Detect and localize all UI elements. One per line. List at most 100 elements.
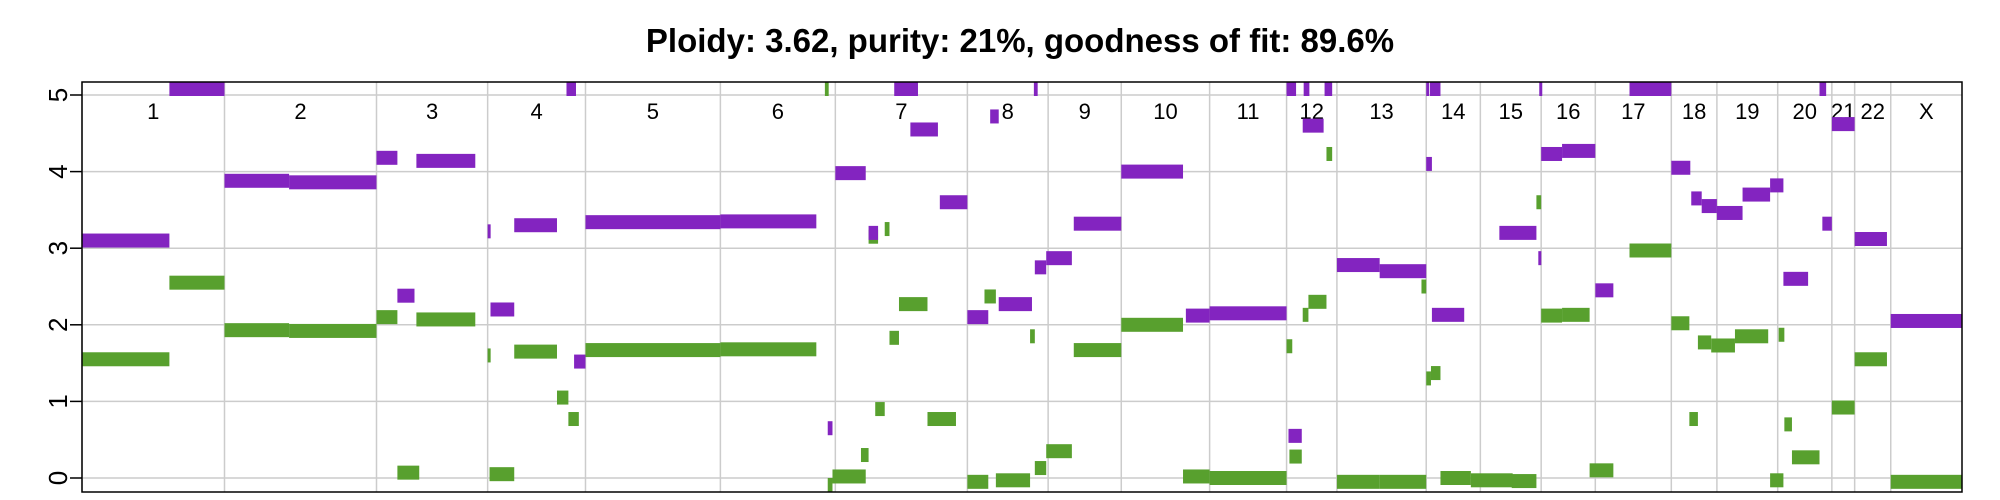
major-segment — [1499, 225, 1537, 240]
minor-segment — [824, 82, 829, 96]
grid — [81, 82, 1962, 492]
minor-segment — [1784, 417, 1792, 432]
y-tick-label: 0 — [43, 471, 73, 485]
major-segment — [514, 218, 557, 233]
chromosome-label: 5 — [647, 99, 659, 124]
minor-segment — [1770, 473, 1784, 488]
minor-segment — [995, 473, 1031, 488]
chromosome-label: 16 — [1556, 99, 1580, 124]
chromosome-label: 1 — [147, 99, 159, 124]
minor-segment — [1711, 338, 1735, 353]
minor-segment — [1209, 471, 1287, 485]
chromosome-label: 20 — [1793, 99, 1817, 124]
minor-segment — [1697, 335, 1712, 350]
major-segment — [1121, 164, 1184, 179]
major-segment — [1742, 187, 1771, 202]
minor-segment — [984, 289, 996, 304]
minor-segment — [1562, 307, 1590, 322]
major-segment — [1209, 306, 1287, 321]
major-segment — [1854, 232, 1887, 247]
major-segment — [416, 153, 476, 168]
minor-segment — [1511, 474, 1537, 489]
minor-segment — [1421, 279, 1427, 294]
major-segment — [1822, 216, 1832, 231]
minor-segment — [720, 342, 817, 357]
major-segment — [585, 215, 721, 230]
major-segment — [1691, 191, 1702, 206]
major-segment — [1541, 146, 1563, 161]
minor-segment — [1030, 329, 1035, 344]
chromosome-label: 19 — [1735, 99, 1759, 124]
minor-allele-series — [82, 82, 1962, 492]
minor-segment — [1541, 308, 1563, 323]
major-segment — [1671, 160, 1691, 175]
minor-segment — [1289, 449, 1302, 464]
chromosome-label: 10 — [1153, 99, 1177, 124]
minor-segment — [1302, 307, 1309, 322]
minor-segment — [927, 412, 956, 427]
minor-segment — [889, 330, 899, 345]
minor-segment — [82, 352, 170, 367]
minor-segment — [1326, 146, 1333, 161]
major-allele-series — [82, 82, 1962, 443]
minor-segment — [514, 344, 557, 359]
major-segment — [1629, 82, 1672, 96]
minor-segment — [1831, 400, 1855, 415]
major-segment — [169, 82, 225, 96]
minor-segment — [1440, 471, 1471, 485]
major-segment — [990, 109, 999, 124]
major-segment — [910, 122, 938, 137]
minor-segment — [169, 275, 225, 290]
major-segment — [1701, 199, 1717, 214]
minor-segment — [1034, 461, 1047, 476]
minor-segment — [832, 469, 866, 484]
major-segment — [1073, 216, 1122, 231]
minor-segment — [1791, 450, 1820, 465]
major-segment — [835, 166, 866, 181]
chromosome-label: 18 — [1682, 99, 1706, 124]
minor-segment — [568, 412, 579, 427]
major-segment — [1379, 264, 1427, 279]
major-segment — [82, 233, 170, 248]
minor-segment — [1854, 352, 1887, 367]
major-segment — [487, 224, 491, 239]
minor-segment — [898, 297, 928, 312]
major-segment — [967, 310, 989, 325]
major-segment — [1595, 283, 1614, 298]
chromosome-label: 22 — [1860, 99, 1884, 124]
major-segment — [1046, 251, 1072, 266]
major-segment — [289, 175, 377, 190]
major-segment — [397, 288, 415, 303]
minor-segment — [1379, 474, 1427, 489]
chromosome-labels: 1 2 3 4 5 6 7 8 9 10 11 12 13 14 15 16 17 18 19 20 21 22 X — [147, 99, 1934, 124]
major-segment — [1819, 82, 1827, 96]
chromosome-label: 8 — [1002, 99, 1014, 124]
minor-segment — [1589, 463, 1614, 478]
minor-segment — [1121, 317, 1184, 332]
chromosome-label: 11 — [1237, 99, 1260, 124]
major-segment — [1303, 82, 1310, 96]
major-segment — [1302, 118, 1324, 133]
major-segment — [1783, 271, 1809, 286]
chromosome-label: 2 — [294, 99, 306, 124]
y-tick-label: 4 — [43, 164, 73, 178]
major-segment — [1426, 156, 1432, 171]
major-segment — [1426, 82, 1430, 96]
minor-segment — [1426, 371, 1431, 386]
major-segment — [1890, 313, 1962, 328]
major-segment — [1324, 82, 1333, 96]
minor-segment — [1183, 469, 1210, 484]
major-segment — [1770, 178, 1784, 193]
minor-segment — [289, 323, 377, 338]
minor-segment — [585, 343, 721, 358]
major-segment — [574, 354, 586, 369]
minor-segment — [884, 222, 890, 237]
major-segment — [1831, 117, 1855, 132]
major-segment — [1430, 82, 1441, 96]
major-segment — [1538, 251, 1542, 266]
major-segment — [939, 195, 968, 210]
major-segment — [868, 225, 879, 240]
major-segment — [1286, 82, 1297, 96]
minor-segment — [1536, 195, 1542, 210]
